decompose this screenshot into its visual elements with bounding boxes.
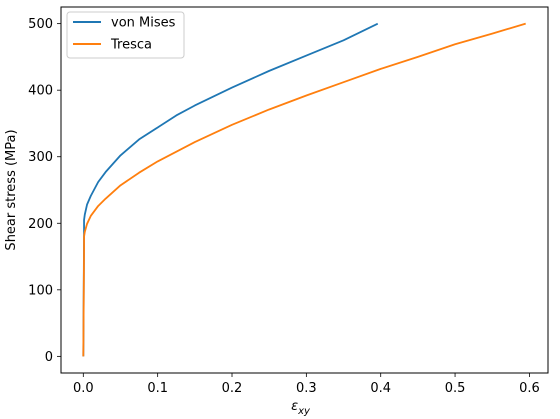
x-tick-label: 0.2 <box>222 381 243 396</box>
legend-label-tresca: Tresca <box>110 38 152 53</box>
y-tick-label: 0 <box>45 350 53 365</box>
x-tick-label: 0.1 <box>147 381 168 396</box>
y-axis-label: Shear stress (MPa) <box>4 129 19 250</box>
legend-label-von-mises: von Mises <box>111 16 176 31</box>
series-line-von-mises <box>82 22 379 357</box>
plot-frame <box>60 6 549 374</box>
x-tick-label: 0.6 <box>519 381 540 396</box>
x-axis-label: εxy <box>291 399 311 417</box>
y-tick-label: 500 <box>28 17 53 32</box>
y-tick-label: 400 <box>28 84 53 99</box>
x-tick-label: 0.3 <box>296 381 317 396</box>
y-tick-label: 100 <box>28 283 53 298</box>
x-tick-label: 0.4 <box>370 381 391 396</box>
legend: von Mises Tresca <box>66 11 185 59</box>
y-tick-label: 200 <box>28 217 53 232</box>
x-axis-ticks: 0.0 0.1 0.2 0.3 0.4 0.5 0.6 <box>73 373 540 396</box>
y-tick-label: 300 <box>28 150 53 165</box>
legend-box <box>66 11 185 59</box>
x-tick-label: 0.5 <box>445 381 466 396</box>
series-line-tresca <box>82 22 526 357</box>
y-axis-ticks: 0 100 200 300 400 500 <box>28 17 61 365</box>
plot-lines <box>82 22 526 357</box>
x-tick-label: 0.0 <box>73 381 94 396</box>
